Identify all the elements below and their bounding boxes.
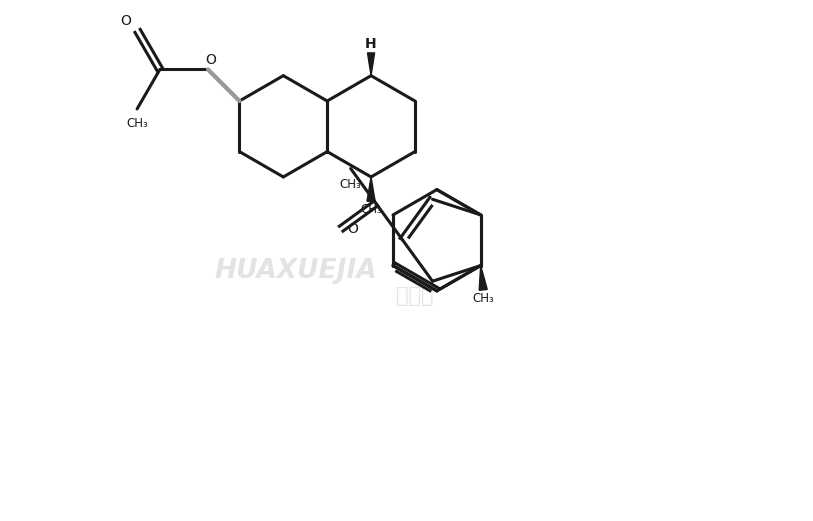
Text: H: H — [365, 38, 377, 51]
Polygon shape — [367, 177, 375, 201]
Text: CH₃: CH₃ — [340, 178, 362, 191]
Text: O: O — [205, 53, 216, 67]
Polygon shape — [367, 53, 375, 76]
Polygon shape — [479, 266, 487, 290]
Text: CH₃: CH₃ — [126, 117, 148, 130]
Text: O: O — [347, 221, 358, 235]
Text: CH₃: CH₃ — [360, 203, 382, 216]
Text: HUAXUEJIA: HUAXUEJIA — [214, 257, 376, 283]
Text: CH₃: CH₃ — [472, 292, 494, 305]
Text: 化学加: 化学加 — [397, 286, 434, 306]
Text: O: O — [120, 15, 132, 28]
